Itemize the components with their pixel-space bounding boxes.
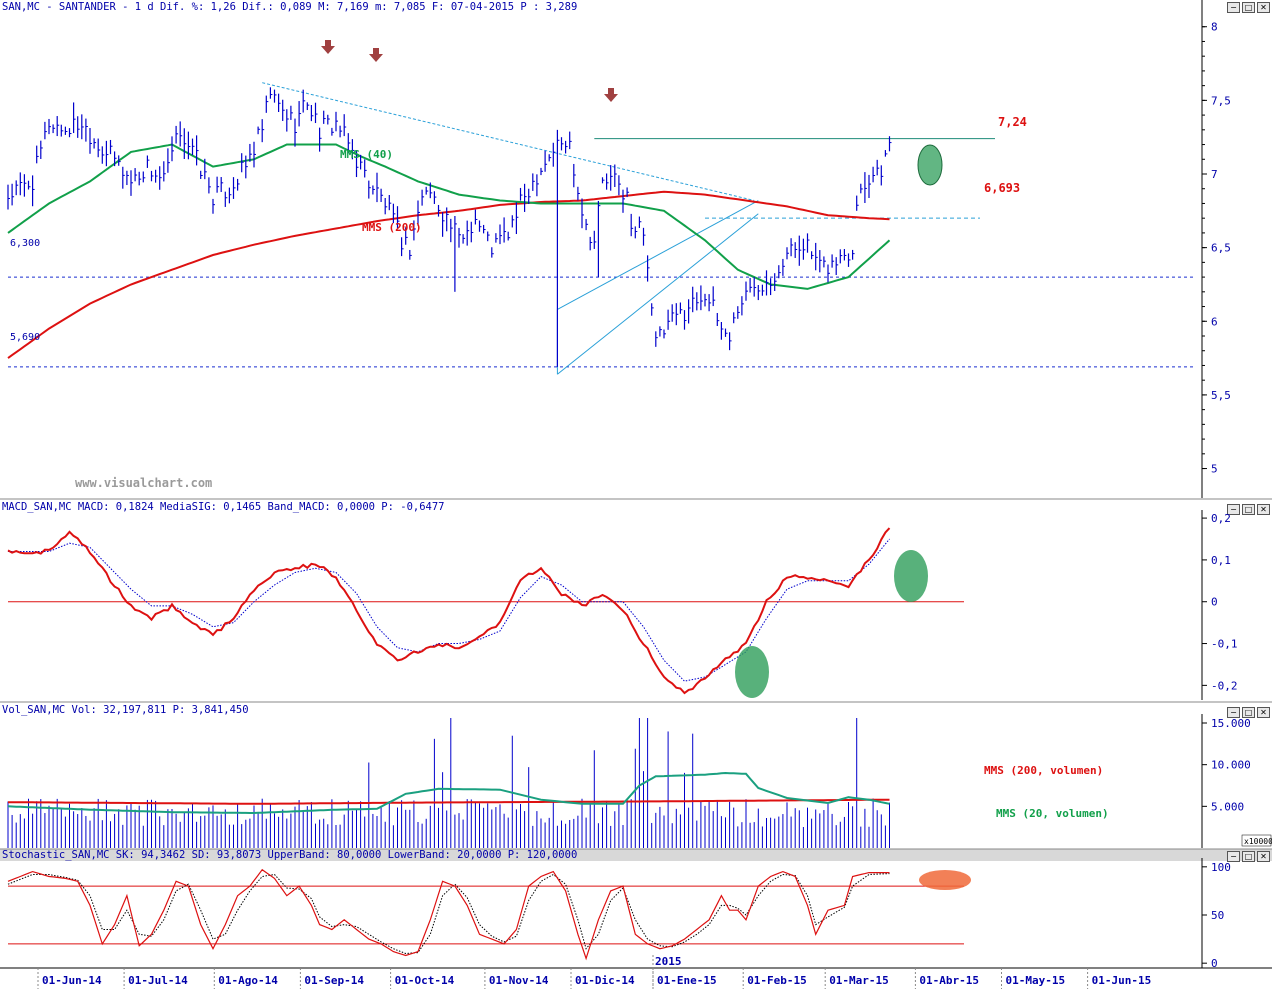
x-tick-label: 01-Abr-15 [919, 974, 979, 987]
resistance-value-label: 7,24 [998, 115, 1027, 129]
minimize-icon[interactable]: − [1227, 851, 1240, 862]
x-tick-label: 01-Nov-14 [489, 974, 549, 987]
mms200-value-label: 6,693 [984, 181, 1020, 195]
price-panel-window-buttons: − □ ✕ [1227, 2, 1270, 13]
macd-y-tick-label: 0 [1211, 596, 1218, 609]
stoch-overbought-highlight [919, 870, 971, 890]
x-tick-label: 01-Dic-14 [575, 974, 635, 987]
minimize-icon[interactable]: − [1227, 2, 1240, 13]
volume-y-tick-label: 10.000 [1211, 759, 1251, 772]
arrow-down-icon [604, 88, 618, 102]
macd-line [7, 527, 891, 695]
support2-label: 5,690 [10, 332, 40, 343]
price-y-tick-label: 5,5 [1211, 389, 1231, 402]
price-y-tick-label: 5 [1211, 463, 1218, 476]
x-tick-label: 01-May-15 [1006, 974, 1066, 987]
macd-y-tick-label: -0,1 [1211, 638, 1238, 651]
stoch-y-tick-label: 100 [1211, 861, 1231, 874]
stoch-sk-line [7, 868, 890, 961]
maximize-icon[interactable]: □ [1242, 2, 1255, 13]
x-tick-label: 01-Jun-15 [1092, 974, 1152, 987]
stoch-y-tick-label: 0 [1211, 957, 1218, 970]
x-tick-label: 01-Jun-14 [42, 974, 102, 987]
volume-y-tick-label: 5.000 [1211, 800, 1244, 813]
breakout-highlight [917, 144, 943, 186]
close-icon[interactable]: ✕ [1257, 2, 1270, 13]
stoch-y-tick-label: 50 [1211, 909, 1224, 922]
volume-y-tick-label: 15.000 [1211, 717, 1251, 730]
volume-panel-header: Vol_SAN,MC Vol: 32,197,811 P: 3,841,450 [2, 704, 249, 716]
mms40-line [7, 143, 891, 290]
stochastic-panel [7, 868, 971, 961]
stochastic-panel-window-buttons: − □ ✕ [1227, 851, 1270, 862]
price-y-tick-label: 8 [1211, 21, 1218, 34]
macd-y-tick-label: -0,2 [1211, 679, 1238, 692]
close-icon[interactable]: ✕ [1257, 851, 1270, 862]
watermark: www.visualchart.com [75, 476, 212, 490]
price-y-tick-label: 6,5 [1211, 242, 1231, 255]
x-tick-label: 01-Ago-14 [218, 974, 278, 987]
minimize-icon[interactable]: − [1227, 707, 1240, 718]
x-tick-label: 01-Feb-15 [747, 974, 807, 987]
maximize-icon[interactable]: □ [1242, 707, 1255, 718]
close-icon[interactable]: ✕ [1257, 504, 1270, 515]
price-y-tick-label: 7,5 [1211, 94, 1231, 107]
macd-panel [7, 527, 964, 698]
macd-cross-highlight-1 [735, 646, 769, 698]
macd-cross-highlight-2 [894, 550, 928, 602]
macd-panel-header: MACD_SAN,MC MACD: 0,1824 MediaSIG: 0,146… [2, 501, 445, 513]
price-y-tick-label: 7 [1211, 168, 1218, 181]
arrow-down-icon [321, 40, 335, 54]
x-tick-label: 01-Mar-15 [829, 974, 889, 987]
stochastic-panel-header: Stochastic_SAN,MC SK: 94,3462 SD: 93,807… [0, 849, 1272, 861]
arrow-down-icon [369, 48, 383, 62]
channel-lower-line [557, 213, 759, 375]
stoch-sd-line [7, 873, 890, 955]
x-tick-label: 01-Jul-14 [128, 974, 188, 987]
price-y-tick-label: 6 [1211, 315, 1218, 328]
volume-mms20-label: MMS (20, volumen) [996, 807, 1109, 820]
maximize-icon[interactable]: □ [1242, 851, 1255, 862]
channel-upper-line [557, 200, 759, 310]
mms200-label: MMS (200) [362, 221, 422, 234]
price-panel-header: SAN,MC - SANTANDER - 1 d Dif. %: 1,26 Di… [2, 1, 578, 13]
volume-mms200-line [8, 798, 890, 805]
volume-mms200-label: MMS (200, volumen) [984, 764, 1103, 777]
volume-panel: MMS (200, volumen) MMS (20, volumen) x1000… [7, 718, 1272, 848]
minimize-icon[interactable]: − [1227, 504, 1240, 515]
volume-multiplier: x10000 [1244, 837, 1272, 846]
price-panel: MMS (40) MMS (200) 7,24 6,693 6,300 5,690 [7, 40, 1196, 375]
downtrend-line [262, 82, 755, 201]
macd-y-tick-label: 0,1 [1211, 554, 1231, 567]
volume-multiplier-box [1241, 834, 1272, 847]
maximize-icon[interactable]: □ [1242, 504, 1255, 515]
mms40-label: MMS (40) [340, 148, 393, 161]
x-tick-label: 01-Oct-14 [395, 974, 455, 987]
mms200-line [7, 190, 890, 359]
volume-mms20-line [7, 771, 890, 814]
close-icon[interactable]: ✕ [1257, 707, 1270, 718]
x-tick-label: 01-Sep-14 [304, 974, 364, 987]
support1-label: 6,300 [10, 238, 40, 249]
x-tick-label: 01-Ene-15 [657, 974, 717, 987]
macd-panel-window-buttons: − □ ✕ [1227, 504, 1270, 515]
macd-y-tick-label: 0,2 [1211, 512, 1231, 525]
volume-panel-window-buttons: − □ ✕ [1227, 707, 1270, 718]
year-label: 2015 [655, 955, 682, 968]
